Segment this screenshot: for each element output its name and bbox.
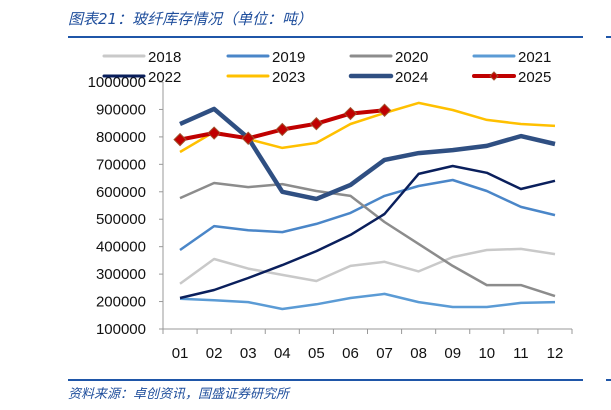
y-tick-label: 700000 xyxy=(96,156,146,173)
y-tick-label: 1000000 xyxy=(88,74,146,91)
series-line-2022 xyxy=(179,164,556,300)
x-tick-label: 10 xyxy=(478,345,495,362)
x-tick-label: 01 xyxy=(172,345,189,362)
x-tick-label: 06 xyxy=(342,345,359,362)
series-line-2020 xyxy=(179,181,556,298)
x-tick-label: 05 xyxy=(308,345,325,362)
legend-label-2025: 2025 xyxy=(518,69,551,86)
legend-label-2022: 2022 xyxy=(148,69,181,86)
x-tick-label: 08 xyxy=(410,345,427,362)
figure-title: 图表21：玻纤库存情况（单位：吨） xyxy=(68,10,313,28)
data-point-2025 xyxy=(241,131,255,145)
source-note: 资料来源：卓创资讯，国盛证券研究所 xyxy=(68,387,290,402)
y-tick-label: 600000 xyxy=(96,184,146,201)
y-tick-label: 100000 xyxy=(96,321,146,338)
bottom-rule-right xyxy=(606,379,611,381)
y-tick-label: 800000 xyxy=(96,129,146,146)
data-point-2025 xyxy=(309,117,324,131)
data-point-2025 xyxy=(173,132,187,147)
x-tick-label: 07 xyxy=(376,345,393,362)
top-rule-right xyxy=(606,36,611,38)
data-point-2025 xyxy=(207,126,221,140)
bottom-rule xyxy=(68,379,583,381)
x-tick-label: 03 xyxy=(240,345,257,362)
series-line-2021 xyxy=(179,292,556,311)
legend-label-2020: 2020 xyxy=(395,49,428,66)
series-line-2024 xyxy=(179,106,556,202)
y-tick-label: 300000 xyxy=(96,266,146,283)
top-rule xyxy=(68,36,583,38)
series-line-2019 xyxy=(179,178,556,252)
x-tick-label: 02 xyxy=(206,345,223,362)
data-point-2025 xyxy=(343,106,358,121)
legend-label-2023: 2023 xyxy=(272,69,305,86)
data-point-2025 xyxy=(275,122,289,137)
x-tick-label: 12 xyxy=(547,345,564,362)
y-tick-label: 400000 xyxy=(96,239,146,256)
data-point-2025 xyxy=(377,103,392,117)
series-line-2018 xyxy=(179,247,556,285)
y-tick-label: 200000 xyxy=(96,294,146,311)
legend-label-2021: 2021 xyxy=(518,49,551,66)
legend-marker-2025 xyxy=(489,71,499,81)
legend-label-2024: 2024 xyxy=(395,69,428,86)
legend-label-2019: 2019 xyxy=(272,49,305,66)
x-tick-label: 09 xyxy=(444,345,461,362)
x-tick-label: 04 xyxy=(274,345,291,362)
y-tick-label: 900000 xyxy=(96,101,146,118)
y-tick-label: 500000 xyxy=(96,211,146,228)
legend-label-2018: 2018 xyxy=(148,49,181,66)
x-tick-label: 11 xyxy=(513,345,529,362)
